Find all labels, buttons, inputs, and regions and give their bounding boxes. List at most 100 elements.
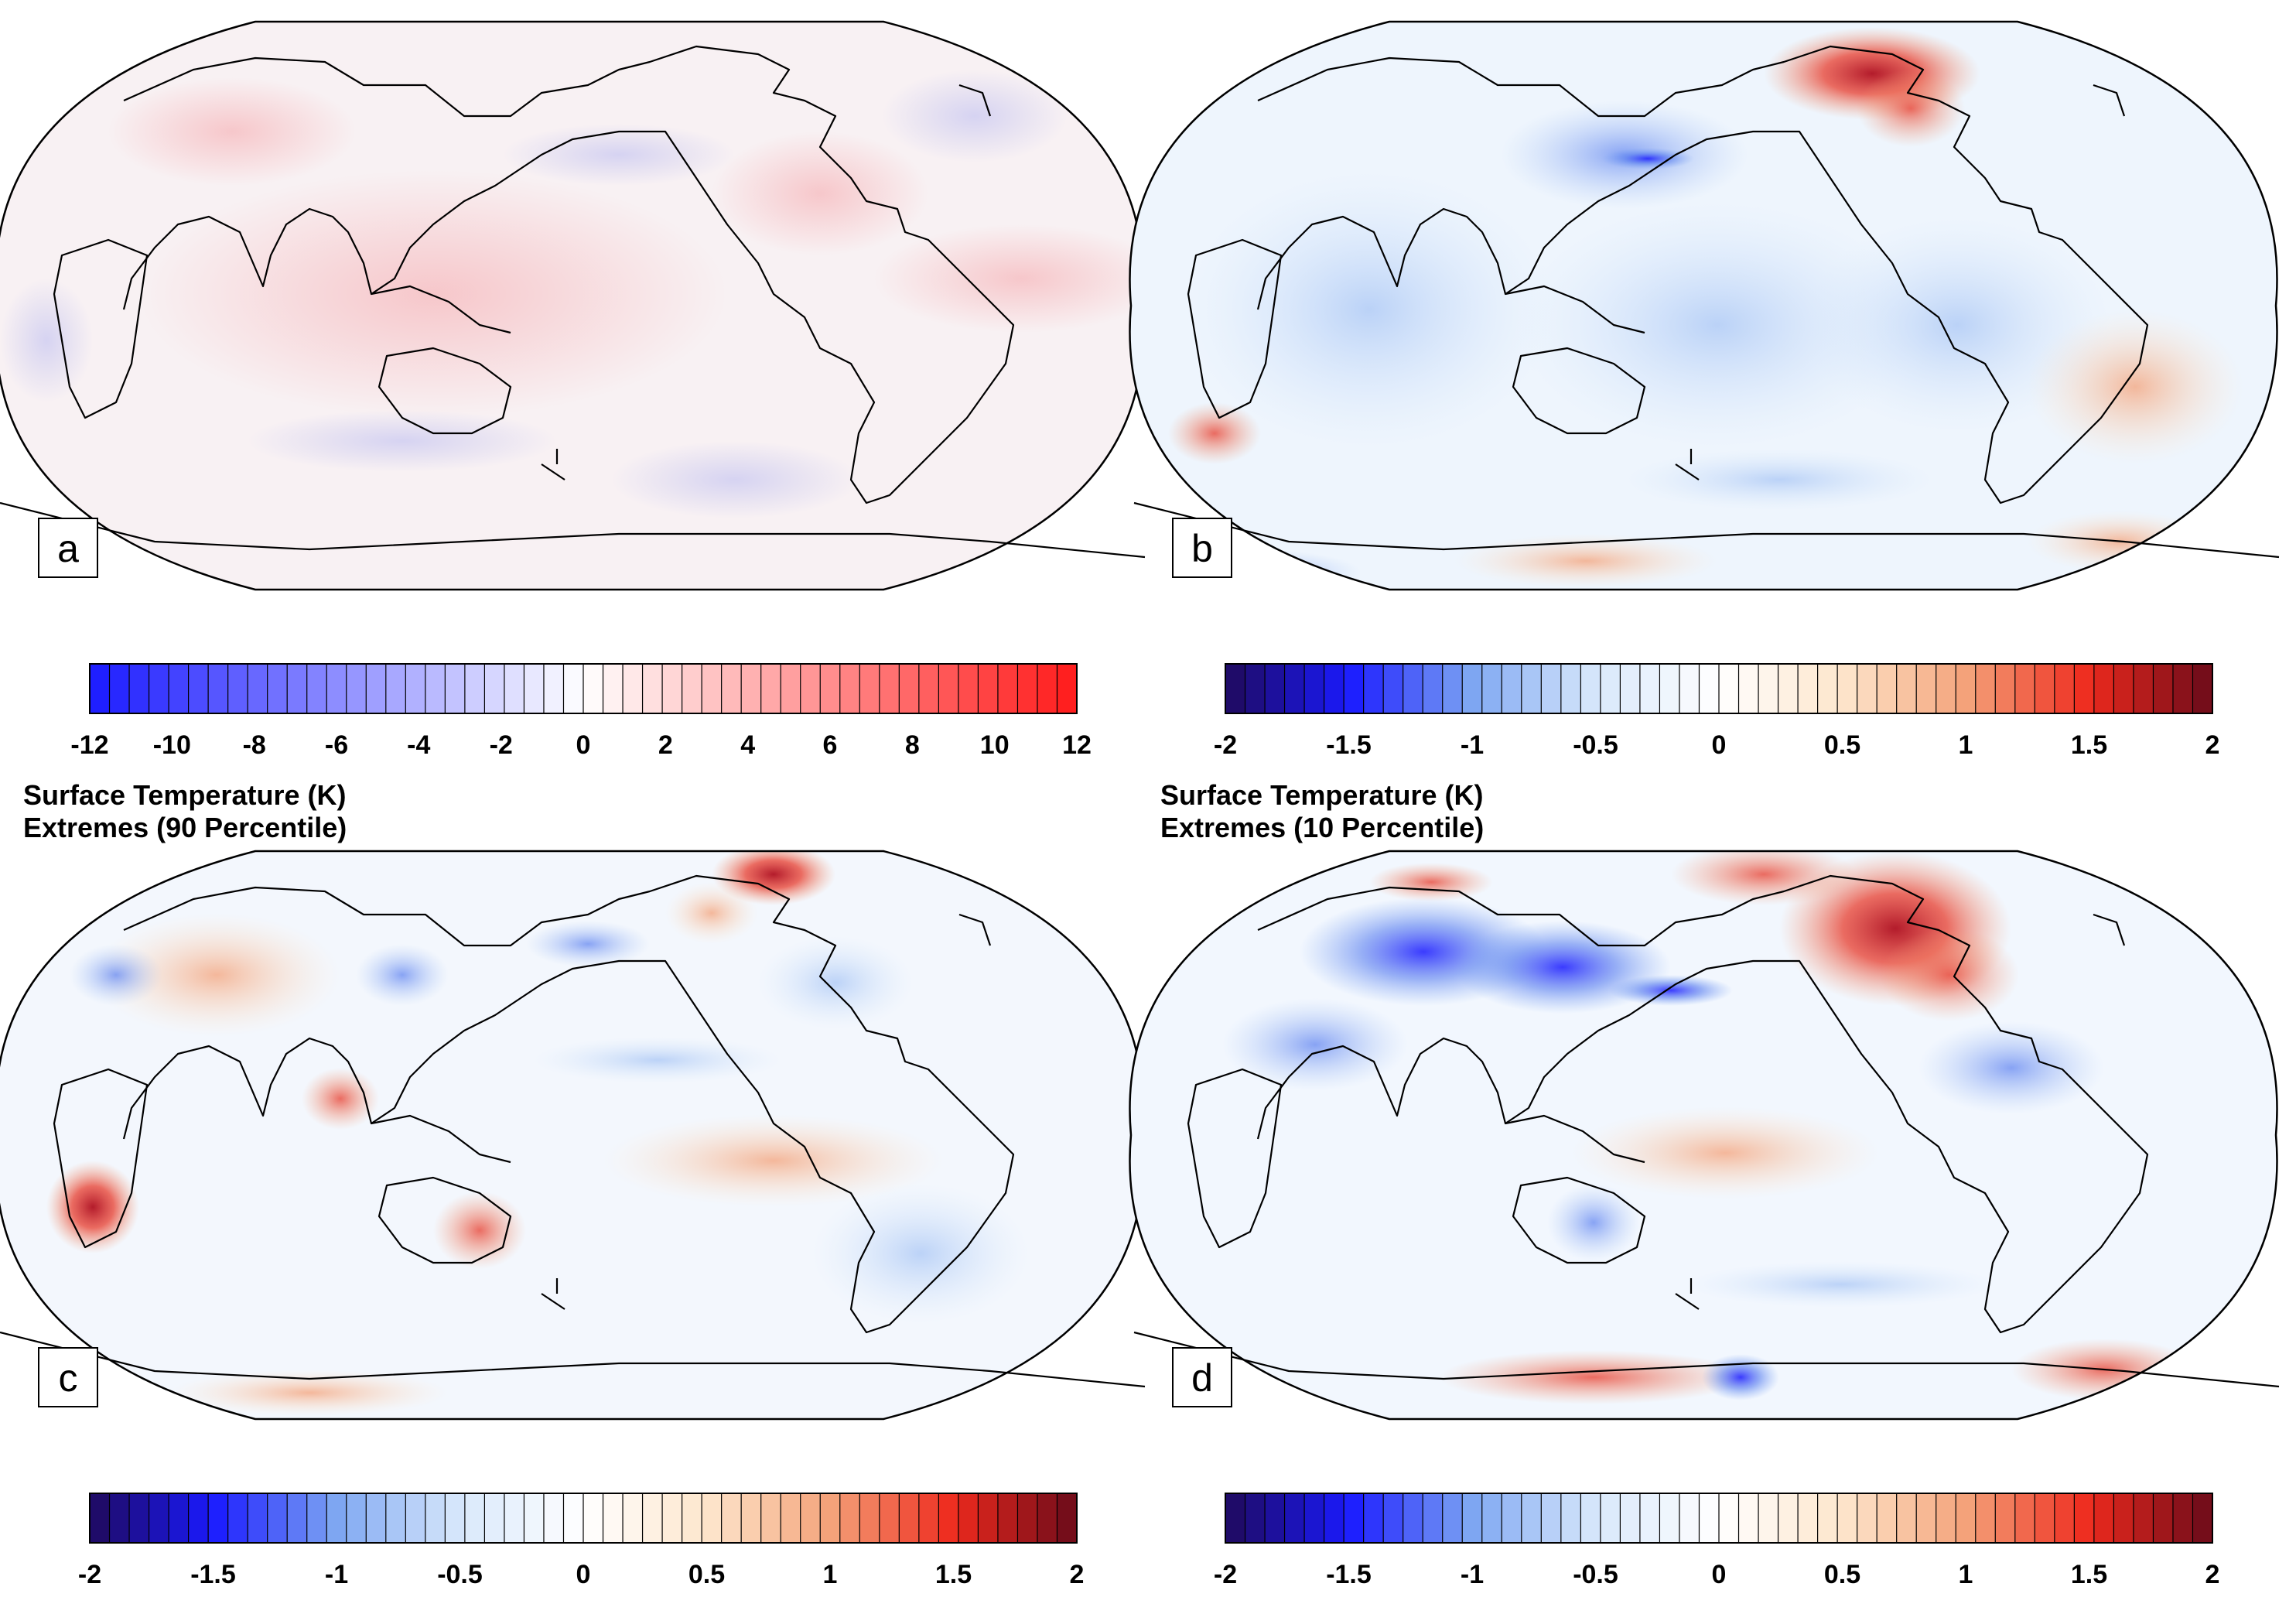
coastlines-c (0, 874, 1146, 1388)
colorbar-bin (958, 1493, 979, 1544)
colorbar-tick-label: 0.5 (688, 1560, 725, 1589)
colorbar-bin (1936, 663, 1957, 714)
colorbar-bin (2034, 1493, 2055, 1544)
colorbar-bin (1422, 663, 1444, 714)
colorbar-bin (365, 1493, 387, 1544)
colorbar-tick-label: -2 (490, 730, 513, 760)
colorbar-bin (721, 1493, 743, 1544)
colorbar-bin (958, 663, 979, 714)
coastlines-a (0, 45, 1146, 559)
colorbar-tick-label: 0.5 (1824, 1560, 1860, 1589)
map-frame-b (1129, 20, 2278, 591)
colorbar-tick-label: -4 (407, 730, 430, 760)
title-d-line2: Extremes (10 Percentile) (1160, 812, 1484, 843)
colorbar-bin (286, 663, 308, 714)
colorbar-bin (2113, 663, 2134, 714)
colorbar-bin (2152, 663, 2174, 714)
colorbar-bin (425, 1493, 446, 1544)
colorbar-bin (1037, 663, 1058, 714)
colorbar-bin (1817, 663, 1839, 714)
colorbar-tick-label: -1 (325, 1560, 348, 1589)
colorbar-bin (286, 1493, 308, 1544)
colorbar-bin (523, 663, 545, 714)
colorbar-a: -12 -10 -8 -6 -4 -2 0 2 4 6 8 10 12 (70, 663, 1092, 760)
colorbar-bin (2172, 663, 2194, 714)
colorbar-bin (1659, 663, 1680, 714)
colorbar-bin (483, 663, 505, 714)
colorbar-bin (661, 663, 683, 714)
colorbar-bin (1501, 663, 1522, 714)
colorbar-bin (2034, 663, 2055, 714)
colorbar-tick-label: 2 (1070, 1560, 1085, 1589)
colorbar-bin (89, 663, 111, 714)
colorbar-bin (1619, 663, 1641, 714)
colorbar-bin (1016, 663, 1038, 714)
title-c-line2: Extremes (90 Percentile) (23, 812, 347, 843)
colorbar-tick-label: -6 (325, 730, 348, 760)
colorbar-bin (207, 1493, 229, 1544)
colorbar-bin (444, 1493, 466, 1544)
colorbar-bin (464, 1493, 486, 1544)
colorbar-bin (405, 1493, 426, 1544)
colorbar-bin (819, 1493, 841, 1544)
colorbar-bin (1521, 1493, 1543, 1544)
colorbar-bin (918, 1493, 940, 1544)
colorbar-tick-label: 0 (576, 730, 591, 760)
colorbar-tick-label: 0 (576, 1560, 591, 1589)
map-field-a (0, 22, 1143, 590)
colorbar-bin (1363, 1493, 1385, 1544)
colorbar-bin (504, 1493, 525, 1544)
colorbar-bin (1679, 663, 1700, 714)
colorbar-bin (1323, 1493, 1345, 1544)
map-frame-a (0, 20, 1144, 591)
colorbar-bin (602, 663, 624, 714)
colorbar-bin (543, 1493, 565, 1544)
colorbar-bin (1955, 1493, 1977, 1544)
colorbar-bin (1442, 1493, 1464, 1544)
colorbar-bin (1975, 1493, 1997, 1544)
colorbar-bin (780, 1493, 801, 1544)
colorbar-tick-label: -0.5 (437, 1560, 483, 1589)
colorbar-bin (168, 1493, 190, 1544)
colorbar-bin (1521, 663, 1543, 714)
colorbar-tick-label: -2 (78, 1560, 101, 1589)
colorbar-tick-label: 12 (1062, 730, 1092, 760)
colorbar-bin (267, 663, 289, 714)
colorbar-bin (1382, 663, 1404, 714)
colorbar-tick-label: -0.5 (1573, 1560, 1618, 1589)
colorbar-bin (207, 663, 229, 714)
colorbar-bin (562, 663, 584, 714)
colorbar-bin (148, 1493, 170, 1544)
colorbar-bin (2093, 1493, 2115, 1544)
colorbar-bin (1718, 1493, 1740, 1544)
colorbar-bin (1283, 1493, 1306, 1544)
colorbar-frame (1225, 663, 2213, 714)
colorbar-bin (2093, 663, 2115, 714)
colorbar-bin (1936, 1493, 1957, 1544)
colorbar-bin (1718, 663, 1740, 714)
colorbar-bin (1037, 1493, 1058, 1544)
colorbar-frame (89, 663, 1078, 714)
colorbar-bin (1283, 663, 1306, 714)
colorbar-bin (227, 1493, 249, 1544)
colorbar-bin (1797, 663, 1819, 714)
colorbar-tick-label: 4 (740, 730, 755, 760)
colorbar-bin (1442, 663, 1464, 714)
colorbar-bin (701, 1493, 723, 1544)
colorbar-bin (879, 1493, 900, 1544)
colorbar-bin (2073, 1493, 2095, 1544)
colorbar-bin (1600, 663, 1621, 714)
colorbar-bin (108, 1493, 131, 1544)
colorbar-bin (1737, 1493, 1760, 1544)
colorbar-bin (839, 1493, 861, 1544)
colorbar-bin (306, 663, 328, 714)
colorbar-bin (1857, 663, 1878, 714)
colorbar-bin (1994, 663, 2016, 714)
colorbar-bin (1896, 1493, 1918, 1544)
colorbar-tick-label: -10 (153, 730, 191, 760)
colorbar-bin (1422, 1493, 1444, 1544)
colorbar-bin (1056, 663, 1078, 714)
colorbar-bin (2133, 1493, 2154, 1544)
colorbar-bin (1403, 663, 1424, 714)
panel-label-d: d (1191, 1356, 1213, 1400)
